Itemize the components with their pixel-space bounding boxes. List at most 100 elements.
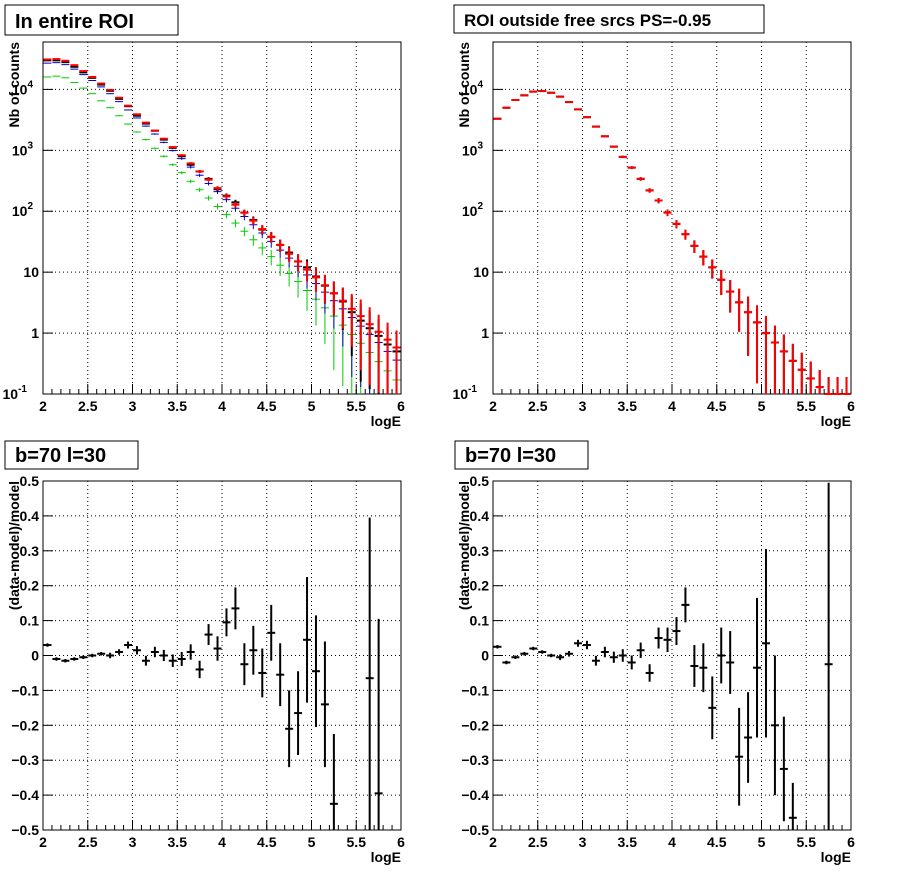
x-tick-label: 4.5 bbox=[257, 834, 277, 850]
data-point bbox=[690, 645, 699, 687]
data-point bbox=[320, 641, 329, 768]
data-point bbox=[654, 627, 663, 649]
data-point bbox=[159, 155, 168, 158]
data-point bbox=[717, 270, 726, 296]
data-point bbox=[520, 94, 529, 97]
data-point bbox=[806, 361, 815, 394]
data-point bbox=[681, 229, 690, 240]
data-point bbox=[141, 138, 150, 141]
data-point bbox=[97, 100, 106, 102]
data-point bbox=[249, 234, 258, 246]
x-tick-label: 4 bbox=[218, 398, 226, 414]
data-point bbox=[240, 643, 249, 686]
x-axis-label: logE bbox=[371, 849, 401, 865]
y-axis-label: (data-model)/model bbox=[456, 481, 472, 610]
data-point bbox=[276, 643, 285, 707]
chart-title: ROI outside free srcs PS=-0.95 bbox=[464, 11, 711, 30]
data-point bbox=[276, 257, 285, 276]
y-tick-label: −0.3 bbox=[11, 752, 39, 768]
data-point bbox=[249, 625, 258, 675]
data-point bbox=[106, 652, 115, 659]
data-point bbox=[88, 75, 97, 78]
data-point bbox=[240, 226, 249, 237]
data-point bbox=[788, 782, 797, 830]
data-point bbox=[356, 299, 365, 371]
data-point bbox=[529, 90, 538, 93]
data-point bbox=[374, 618, 383, 830]
title-box bbox=[4, 4, 179, 36]
data-point bbox=[788, 343, 797, 394]
data-point bbox=[133, 131, 141, 133]
data-point bbox=[645, 664, 654, 682]
data-point bbox=[97, 86, 106, 88]
data-point bbox=[150, 646, 159, 658]
data-point bbox=[493, 645, 502, 649]
data-point bbox=[824, 482, 833, 830]
y-tick-label: 10 bbox=[473, 264, 489, 280]
data-point bbox=[258, 224, 267, 234]
y-tick-label: 0.3 bbox=[20, 543, 40, 559]
data-point bbox=[43, 76, 52, 78]
data-point bbox=[600, 135, 609, 138]
data-point bbox=[824, 377, 833, 395]
data-point bbox=[97, 82, 106, 85]
x-tick-label: 5.5 bbox=[347, 834, 367, 850]
y-tick-label: 0.1 bbox=[470, 613, 490, 629]
data-point bbox=[538, 90, 547, 93]
data-point bbox=[177, 652, 186, 666]
data-point bbox=[43, 643, 52, 647]
data-point bbox=[717, 627, 726, 684]
x-tick-label: 4.5 bbox=[707, 834, 727, 850]
y-axis-label: Nb of counts bbox=[456, 42, 472, 128]
y-tick-label: 103 bbox=[12, 140, 34, 158]
y-tick-label: 0 bbox=[31, 648, 39, 664]
data-point bbox=[204, 195, 213, 201]
data-point bbox=[186, 162, 195, 165]
data-point bbox=[285, 690, 294, 768]
chart-title: b=70 l=30 bbox=[465, 445, 556, 467]
data-point bbox=[204, 177, 213, 182]
data-point bbox=[267, 250, 276, 266]
data-point bbox=[797, 352, 806, 394]
data-point bbox=[672, 220, 681, 229]
data-point bbox=[195, 169, 204, 173]
x-tick-label: 3 bbox=[129, 834, 137, 850]
x-tick-label: 2 bbox=[489, 834, 497, 850]
data-point bbox=[249, 217, 258, 225]
y-tick-label: 1 bbox=[31, 325, 39, 341]
y-tick-label: 0.4 bbox=[20, 508, 40, 524]
y-tick-label: 0.1 bbox=[20, 613, 40, 629]
data-point bbox=[70, 81, 79, 83]
data-point bbox=[547, 653, 556, 658]
data-point bbox=[735, 707, 744, 806]
y-tick-label: −0.1 bbox=[461, 682, 489, 698]
data-point bbox=[565, 101, 574, 104]
data-point bbox=[168, 149, 177, 152]
data-point bbox=[124, 104, 132, 107]
data-point bbox=[88, 653, 97, 658]
data-point bbox=[511, 655, 520, 659]
data-point bbox=[699, 643, 708, 693]
x-tick-label: 2 bbox=[39, 398, 47, 414]
x-tick-label: 2.5 bbox=[528, 398, 548, 414]
data-point bbox=[294, 254, 303, 272]
data-point bbox=[222, 194, 231, 199]
y-tick-label: −0.5 bbox=[461, 822, 489, 838]
chart-title: b=70 l=30 bbox=[15, 445, 106, 467]
data-point bbox=[753, 597, 761, 738]
data-point bbox=[833, 377, 842, 395]
data-point bbox=[79, 655, 88, 659]
data-point bbox=[240, 209, 249, 217]
data-point bbox=[520, 652, 529, 656]
x-tick-label: 2.5 bbox=[78, 398, 98, 414]
data-point bbox=[753, 305, 761, 384]
data-point bbox=[168, 163, 177, 167]
data-point bbox=[672, 617, 681, 646]
x-tick-label: 3.5 bbox=[618, 834, 638, 850]
y-tick-label: 102 bbox=[462, 201, 484, 219]
x-tick-label: 3.5 bbox=[168, 834, 188, 850]
data-point bbox=[618, 155, 627, 159]
y-tick-label: 103 bbox=[462, 140, 484, 158]
data-point bbox=[195, 173, 204, 177]
data-point bbox=[231, 587, 240, 630]
